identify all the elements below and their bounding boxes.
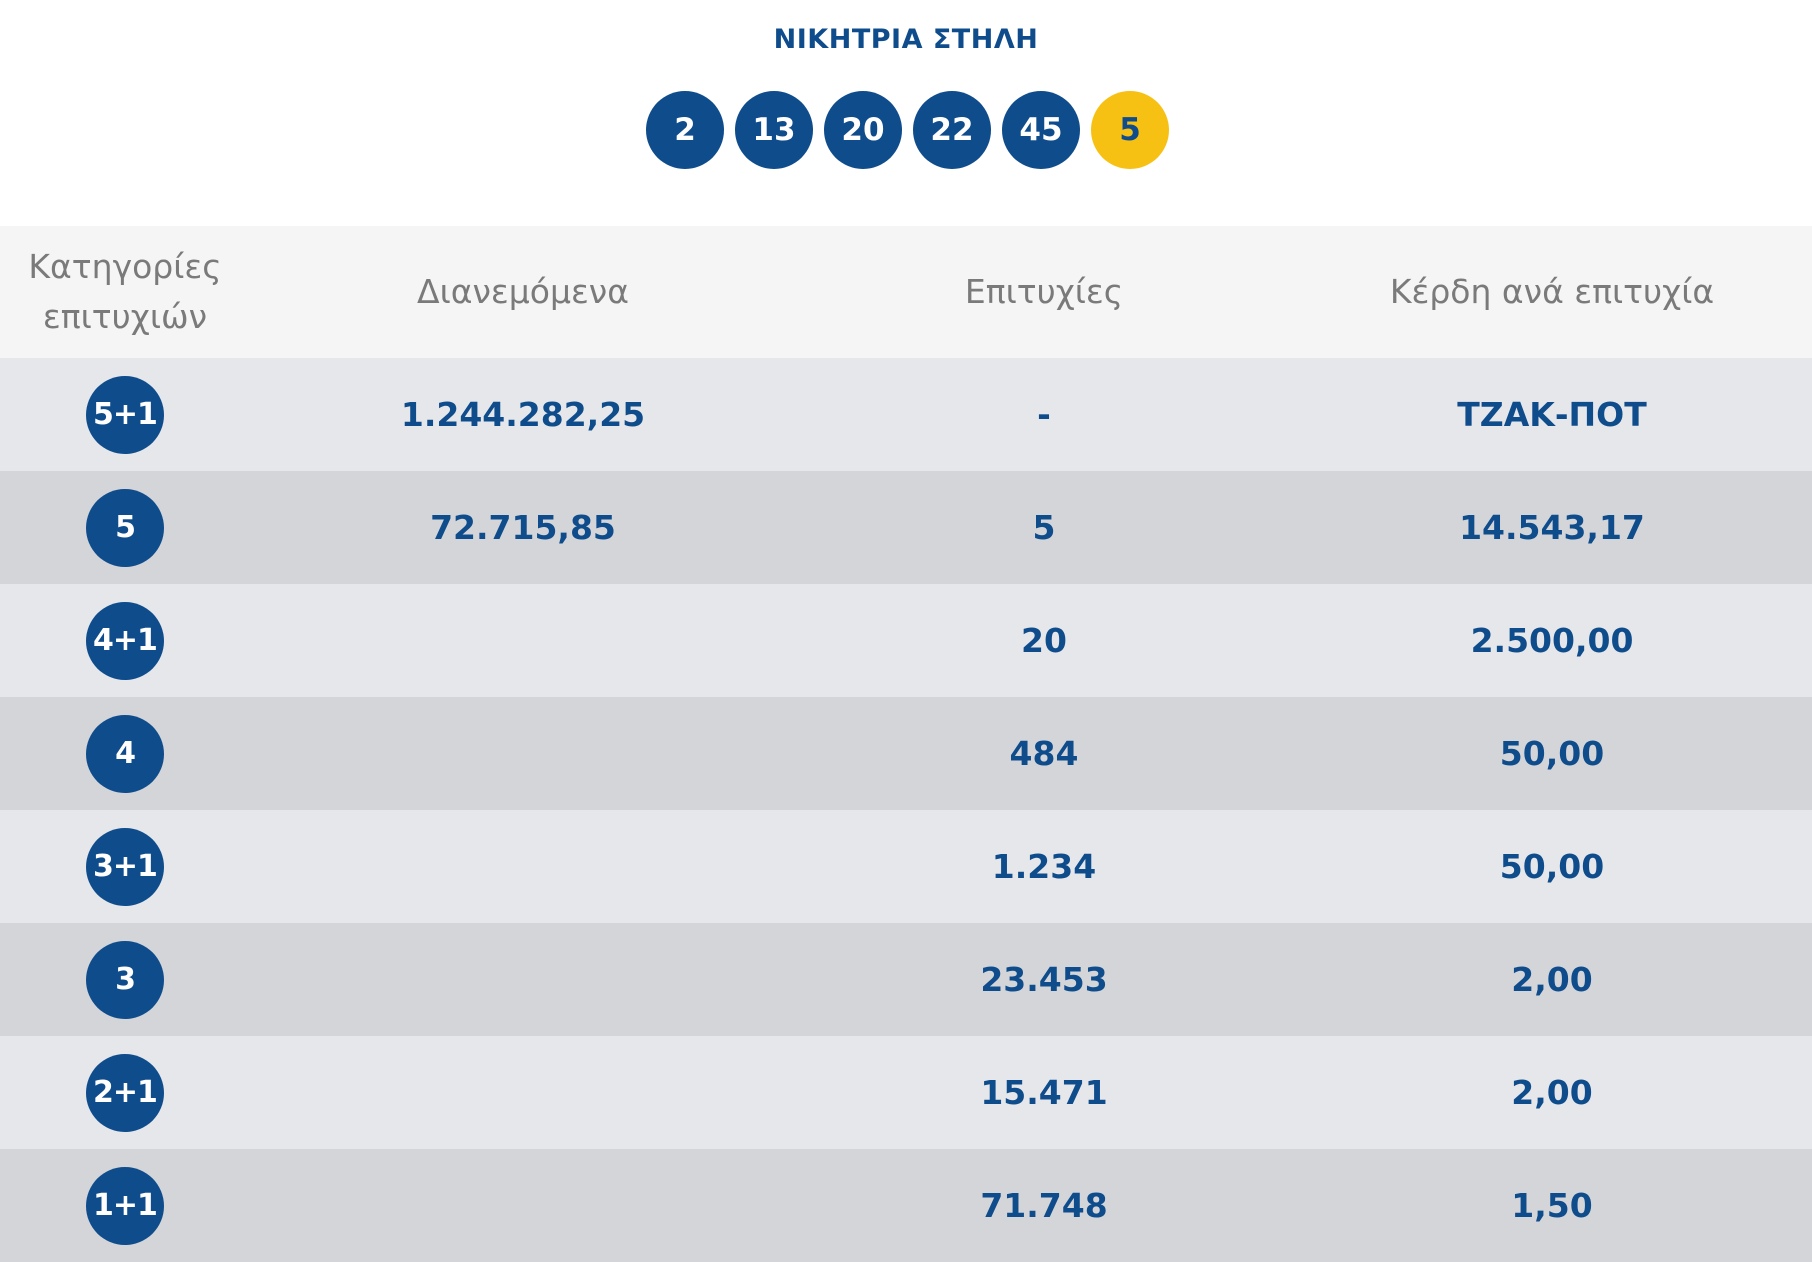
table-header: Κατηγορίες επιτυχιών Διανεμόμενα Επιτυχί…	[0, 226, 1812, 358]
winning-numbers: 2 13 20 22 45 5	[646, 91, 1169, 169]
joker-number-ball: 5	[1091, 91, 1169, 169]
table-row: 3 23.453 2,00	[0, 923, 1812, 1036]
category-badge: 1+1	[86, 1166, 164, 1245]
winners-value: 484	[1009, 734, 1079, 773]
winning-number-ball: 13	[735, 91, 813, 169]
distributed-value: 72.715,85	[430, 508, 616, 547]
winning-number-ball: 2	[646, 91, 724, 169]
table-row: 5+1 1.244.282,25 - ΤΖΑΚ-ΠΟΤ	[0, 358, 1812, 471]
winners-value: 15.471	[980, 1073, 1108, 1112]
table-row: 1+1 71.748 1,50	[0, 1149, 1812, 1262]
prize-table: Κατηγορίες επιτυχιών Διανεμόμενα Επιτυχί…	[0, 226, 1812, 1262]
category-badge: 3	[86, 940, 164, 1019]
prize-value: 2,00	[1511, 1073, 1593, 1112]
winners-value: 23.453	[980, 960, 1108, 999]
winning-number-ball: 20	[824, 91, 902, 169]
prize-value: 2,00	[1511, 960, 1593, 999]
prize-value: ΤΖΑΚ-ΠΟΤ	[1457, 395, 1647, 434]
category-badge: 5	[86, 488, 164, 567]
header-categories-line1: Κατηγορίες	[28, 247, 222, 286]
prize-value: 1,50	[1511, 1186, 1593, 1225]
table-row: 2+1 15.471 2,00	[0, 1036, 1812, 1149]
category-badge: 2+1	[86, 1053, 164, 1132]
category-badge: 4	[86, 714, 164, 793]
winners-value: -	[1037, 395, 1051, 434]
category-badge: 3+1	[86, 827, 164, 906]
winning-number-ball: 22	[913, 91, 991, 169]
winning-column-title: ΝΙΚΗΤΡΙΑ ΣΤΗΛΗ	[773, 24, 1039, 55]
distributed-value: 1.244.282,25	[400, 395, 646, 434]
prize-value: 50,00	[1499, 734, 1605, 773]
header-categories-line2: επιτυχιών	[42, 297, 208, 336]
winners-value: 20	[1021, 621, 1067, 660]
winners-value: 1.234	[991, 847, 1097, 886]
winners-value: 71.748	[980, 1186, 1108, 1225]
header-prize-per-winner: Κέρδη ανά επιτυχία	[1389, 272, 1715, 311]
table-row: 4+1 20 2.500,00	[0, 584, 1812, 697]
winners-value: 5	[1032, 508, 1056, 547]
table-row: 5 72.715,85 5 14.543,17	[0, 471, 1812, 584]
winning-number-ball: 45	[1002, 91, 1080, 169]
prize-value: 50,00	[1499, 847, 1605, 886]
prize-value: 2.500,00	[1470, 621, 1634, 660]
header-winners: Επιτυχίες	[964, 272, 1124, 311]
header-categories: Κατηγορίες επιτυχιών	[0, 242, 250, 342]
table-row: 4 484 50,00	[0, 697, 1812, 810]
header-distributed: Διανεμόμενα	[417, 272, 629, 311]
prize-value: 14.543,17	[1459, 508, 1645, 547]
table-row: 3+1 1.234 50,00	[0, 810, 1812, 923]
category-badge: 5+1	[86, 375, 164, 454]
category-badge: 4+1	[86, 601, 164, 680]
winning-column-section: ΝΙΚΗΤΡΙΑ ΣΤΗΛΗ 2 13 20 22 45 5	[0, 0, 1812, 226]
